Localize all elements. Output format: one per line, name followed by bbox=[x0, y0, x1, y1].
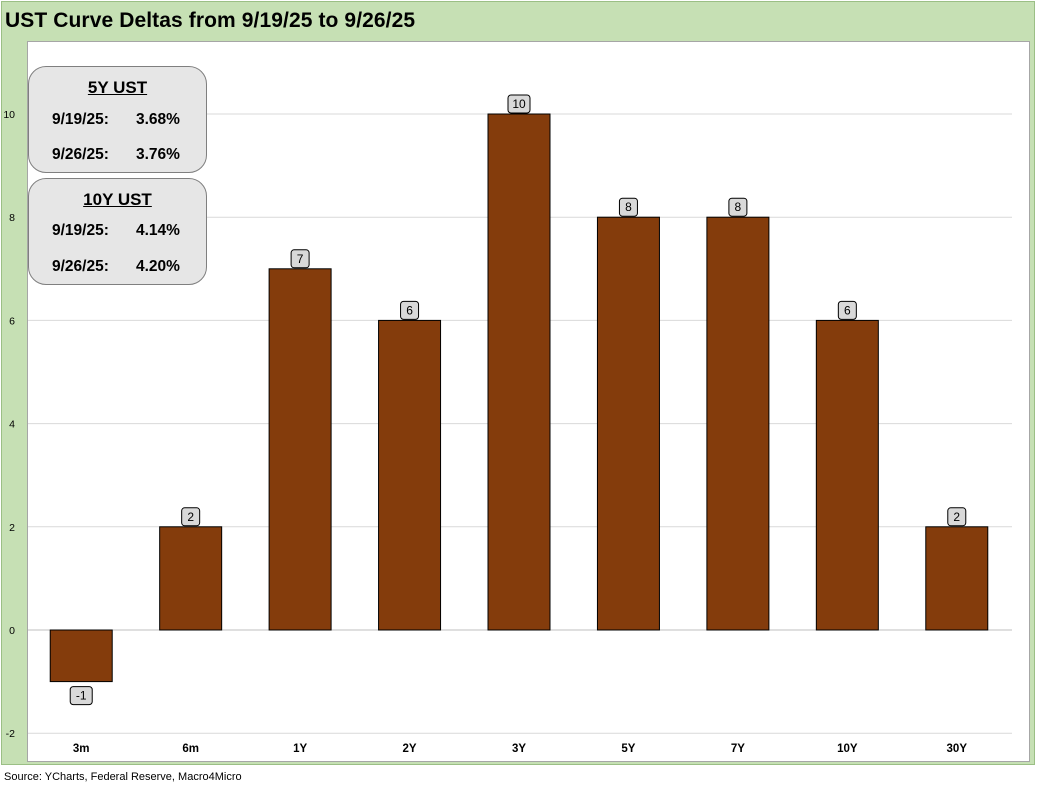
info-row: 9/19/25: 3.68% bbox=[52, 111, 180, 129]
info-box-title: 10Y UST bbox=[83, 190, 152, 209]
info-row-date: 9/19/25: bbox=[52, 111, 109, 128]
data-label: 8 bbox=[625, 200, 632, 214]
info-box-10y-ust: 10Y UST 9/19/25: 4.14% 9/26/25: 4.20% bbox=[28, 178, 207, 285]
source-note: Source: YCharts, Federal Reserve, Macro4… bbox=[4, 771, 242, 783]
bar bbox=[487, 113, 551, 631]
y-tick-label: 8 bbox=[9, 212, 15, 224]
bar bbox=[49, 629, 113, 683]
y-tick-label: -2 bbox=[6, 728, 15, 740]
info-box-title: 5Y UST bbox=[87, 78, 148, 97]
chart-title: UST Curve Deltas from 9/19/25 to 9/26/25 bbox=[5, 9, 416, 32]
data-label: 6 bbox=[406, 303, 413, 317]
data-label: 2 bbox=[187, 510, 194, 524]
bar bbox=[596, 216, 660, 631]
info-row-date: 9/26/25: bbox=[52, 258, 109, 275]
y-tick-label: 0 bbox=[9, 625, 15, 637]
data-label: 6 bbox=[844, 303, 851, 317]
info-row: 9/19/25: 4.14% bbox=[52, 222, 180, 240]
bar bbox=[925, 526, 989, 631]
x-tick-label: 10Y bbox=[837, 743, 858, 755]
bar bbox=[378, 319, 442, 631]
y-tick-label: 6 bbox=[9, 315, 15, 327]
info-row-date: 9/19/25: bbox=[52, 222, 109, 239]
data-label-box bbox=[69, 686, 93, 706]
bar bbox=[159, 526, 223, 631]
info-row-value: 4.14% bbox=[136, 222, 180, 239]
data-label-box bbox=[290, 249, 310, 269]
data-label: 7 bbox=[297, 252, 304, 266]
info-box-5y-ust: 5Y UST 9/19/25: 3.68% 9/26/25: 3.76% bbox=[28, 66, 207, 173]
bar bbox=[706, 216, 770, 631]
info-row: 9/26/25: 4.20% bbox=[52, 258, 180, 276]
x-tick-label: 30Y bbox=[947, 743, 968, 755]
data-label-box bbox=[507, 94, 531, 114]
data-label: -1 bbox=[76, 689, 87, 703]
data-label: 8 bbox=[735, 200, 742, 214]
y-tick-label: 2 bbox=[9, 522, 15, 534]
info-row-value: 3.76% bbox=[136, 146, 180, 163]
x-tick-label: 1Y bbox=[293, 743, 307, 755]
data-label-box bbox=[837, 300, 857, 320]
y-tick-label: 10 bbox=[3, 109, 15, 121]
data-label-box bbox=[181, 507, 201, 527]
bar bbox=[815, 319, 879, 631]
data-label: 2 bbox=[953, 510, 960, 524]
data-label-box bbox=[728, 197, 748, 217]
x-tick-label: 6m bbox=[182, 743, 199, 755]
x-tick-label: 3m bbox=[73, 743, 90, 755]
data-label-box bbox=[618, 197, 638, 217]
info-row-value: 4.20% bbox=[136, 258, 180, 275]
x-tick-label: 2Y bbox=[403, 743, 417, 755]
info-row-value: 3.68% bbox=[136, 111, 180, 128]
y-tick-label: 4 bbox=[9, 419, 15, 431]
data-label: 10 bbox=[512, 97, 526, 111]
x-tick-label: 3Y bbox=[512, 743, 526, 755]
data-label-box bbox=[400, 300, 420, 320]
data-label-box bbox=[947, 507, 967, 527]
x-tick-label: 5Y bbox=[621, 743, 635, 755]
bar bbox=[268, 268, 332, 631]
info-row-date: 9/26/25: bbox=[52, 146, 109, 163]
info-row: 9/26/25: 3.76% bbox=[52, 146, 180, 164]
x-tick-label: 7Y bbox=[731, 743, 745, 755]
